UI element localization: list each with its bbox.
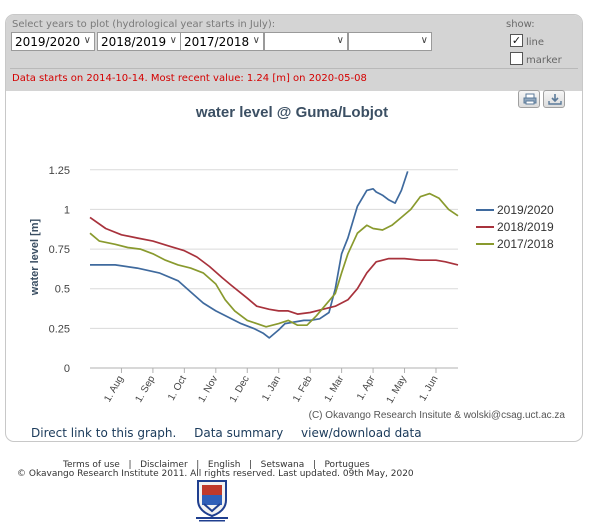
year-select-5[interactable]: ∨ <box>348 32 432 51</box>
print-icon <box>523 93 537 105</box>
portugues-link[interactable]: Portugues <box>324 460 370 470</box>
y-tick-label: 0 <box>64 363 70 375</box>
x-tick-label: 1. Jan <box>260 374 283 403</box>
separator: | <box>243 460 258 470</box>
year-select-1[interactable]: 2019/2020 ∨ <box>11 32 95 51</box>
print-button[interactable] <box>518 90 540 108</box>
x-tick-label: 1. May <box>385 374 410 405</box>
download-button[interactable] <box>543 90 565 108</box>
legend-label: 2019/2020 <box>497 203 554 217</box>
year-select-2[interactable]: 2018/2019 ∨ <box>97 32 181 51</box>
marker-checkbox[interactable] <box>510 52 523 65</box>
x-tick-label: 1. Nov <box>196 374 220 405</box>
year-select-2-value: 2018/2019 <box>101 35 167 49</box>
select-years-label: Select years to plot (hydrological year … <box>12 19 276 30</box>
data-status-text: Data starts on 2014-10-14. Most recent v… <box>12 73 367 84</box>
chevron-down-icon: ∨ <box>336 35 344 46</box>
marker-checkbox-label: marker <box>526 55 562 66</box>
x-tick-label: 1. Apr <box>355 373 378 402</box>
checkmark-icon: ✓ <box>511 34 522 47</box>
year-select-3[interactable]: 2017/2018 ∨ <box>180 32 264 51</box>
direct-link[interactable]: Direct link to this graph. <box>31 426 177 440</box>
chart-title: water level @ Guma/Lobjot <box>195 104 388 121</box>
copyright-text: © Okavango Research Institute 2011. All … <box>17 469 414 479</box>
chevron-down-icon: ∨ <box>420 35 428 46</box>
x-tick-label: 1. Oct <box>166 374 189 403</box>
y-tick-label: 1.25 <box>49 165 70 177</box>
footer-nav: Terms of use | Disclaimer | English | Se… <box>63 460 370 470</box>
chevron-down-icon: ∨ <box>252 35 260 46</box>
chart-credit: (C) Okavango Research Insitute & wolski@… <box>309 410 566 421</box>
disclaimer-link[interactable]: Disclaimer <box>140 460 188 470</box>
show-label: show: <box>506 19 535 30</box>
x-tick-label: 1. Aug <box>102 374 126 404</box>
download-icon <box>548 94 562 105</box>
x-tick-label: 1. Feb <box>291 374 315 404</box>
y-tick-label: 1 <box>64 204 70 216</box>
x-tick-label: 1. Jun <box>417 374 440 403</box>
divider <box>10 68 578 69</box>
year-select-4[interactable]: ∨ <box>264 32 348 51</box>
chevron-down-icon: ∨ <box>169 35 177 46</box>
y-axis-label: water level [m] <box>29 218 41 296</box>
separator: | <box>190 460 206 470</box>
y-tick-label: 0.5 <box>55 284 70 296</box>
graph-links: Direct link to this graph. Data summary … <box>31 426 436 440</box>
data-summary-link[interactable]: Data summary <box>194 426 284 440</box>
setswana-link[interactable]: Setswana <box>260 460 305 470</box>
download-data-link[interactable]: view/download data <box>301 426 422 440</box>
legend-label: 2018/2019 <box>497 220 554 234</box>
university-crest-logo <box>196 480 228 522</box>
chevron-down-icon: ∨ <box>83 35 91 46</box>
x-tick-label: 1. Sep <box>134 374 158 405</box>
separator: | <box>122 460 138 470</box>
series-line-2018-2019 <box>89 216 459 315</box>
x-tick-label: 1. Dec <box>228 374 252 405</box>
year-select-3-value: 2017/2018 <box>184 35 250 49</box>
separator: | <box>307 460 322 470</box>
x-tick-label: 1. Mar <box>323 373 347 404</box>
english-link[interactable]: English <box>207 460 241 470</box>
year-select-1-value: 2019/2020 <box>15 35 81 49</box>
controls-bar: Select years to plot (hydrological year … <box>6 15 582 91</box>
line-checkbox[interactable]: ✓ <box>510 34 523 47</box>
terms-link[interactable]: Terms of use <box>63 460 120 470</box>
line-checkbox-label: line <box>526 37 545 48</box>
series-line-2019-2020 <box>90 171 409 339</box>
y-tick-label: 0.25 <box>49 323 70 335</box>
legend-label: 2017/2018 <box>497 237 554 251</box>
y-tick-label: 0.75 <box>49 244 70 256</box>
series-line-2017-2018 <box>89 192 459 328</box>
